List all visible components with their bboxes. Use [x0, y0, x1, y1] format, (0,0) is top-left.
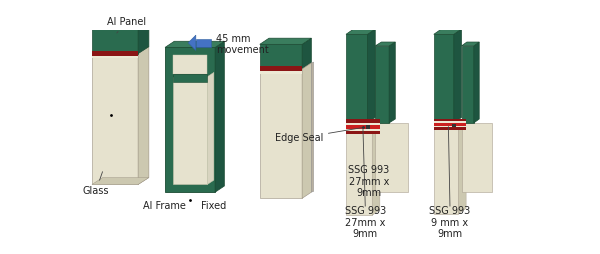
Polygon shape [434, 29, 461, 34]
Polygon shape [196, 39, 211, 47]
Text: Edge Seal: Edge Seal [275, 127, 365, 143]
Polygon shape [92, 178, 149, 184]
Polygon shape [346, 131, 380, 134]
Polygon shape [215, 41, 224, 192]
Polygon shape [434, 121, 466, 123]
Polygon shape [474, 42, 479, 123]
Polygon shape [434, 123, 458, 214]
Polygon shape [434, 126, 466, 128]
Polygon shape [346, 34, 368, 123]
Polygon shape [260, 69, 302, 198]
Text: Glass: Glass [83, 172, 109, 196]
Polygon shape [434, 34, 454, 123]
Text: 45 mm
movement: 45 mm movement [216, 34, 269, 55]
Polygon shape [458, 118, 466, 214]
Polygon shape [372, 118, 380, 215]
Polygon shape [461, 123, 491, 192]
Text: SSG 993
27mm x
9mm: SSG 993 27mm x 9mm [344, 206, 386, 239]
Polygon shape [434, 119, 466, 121]
Text: Fixed: Fixed [201, 201, 226, 211]
Polygon shape [302, 38, 311, 69]
Polygon shape [346, 29, 375, 34]
Polygon shape [434, 128, 466, 130]
Polygon shape [173, 74, 208, 82]
Polygon shape [92, 22, 149, 29]
Polygon shape [311, 62, 314, 192]
Polygon shape [452, 124, 456, 128]
Polygon shape [92, 29, 138, 54]
Text: SSG 993
27mm x
9mm: SSG 993 27mm x 9mm [349, 165, 390, 198]
Polygon shape [92, 56, 138, 58]
Polygon shape [260, 44, 302, 69]
Polygon shape [260, 66, 302, 71]
Polygon shape [173, 77, 208, 184]
Polygon shape [173, 55, 208, 74]
Polygon shape [461, 46, 474, 123]
Text: Al Panel: Al Panel [107, 17, 146, 33]
Polygon shape [260, 38, 311, 44]
Polygon shape [92, 51, 138, 56]
Polygon shape [389, 42, 395, 123]
Polygon shape [461, 42, 479, 46]
Polygon shape [366, 125, 370, 129]
Polygon shape [346, 129, 380, 131]
Polygon shape [375, 46, 389, 123]
Polygon shape [165, 47, 215, 192]
Polygon shape [346, 123, 372, 215]
Polygon shape [454, 29, 461, 123]
Polygon shape [188, 35, 196, 51]
Polygon shape [138, 47, 149, 184]
Polygon shape [375, 42, 395, 46]
Polygon shape [208, 72, 214, 184]
Polygon shape [368, 29, 375, 123]
Polygon shape [165, 41, 224, 47]
Text: Al Frame: Al Frame [143, 201, 186, 211]
Polygon shape [346, 123, 380, 125]
Polygon shape [302, 63, 311, 198]
Polygon shape [346, 125, 380, 129]
Polygon shape [138, 22, 149, 54]
Text: SSG 993
9 mm x
9mm: SSG 993 9 mm x 9mm [430, 206, 470, 239]
Polygon shape [260, 71, 302, 74]
Polygon shape [375, 123, 409, 192]
Polygon shape [92, 54, 138, 184]
Polygon shape [346, 119, 380, 123]
Polygon shape [434, 123, 466, 126]
